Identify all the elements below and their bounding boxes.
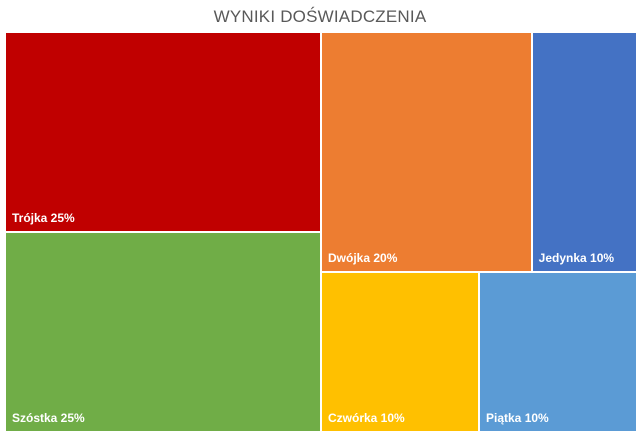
tile-label-szostka: Szóstka 25% <box>12 411 85 425</box>
tile-czworka: Czwórka 10% <box>321 272 479 432</box>
chart-title: WYNIKI DOŚWIADCZENIA <box>213 7 427 26</box>
tile-szostka: Szóstka 25% <box>5 232 321 432</box>
tile-dwojka: Dwójka 20% <box>321 32 532 272</box>
tile-label-trojka: Trójka 25% <box>12 211 75 225</box>
tile-label-jedynka: Jedynka 10% <box>538 251 615 265</box>
tile-trojka: Trójka 25% <box>5 32 321 232</box>
tile-piatka: Piątka 10% <box>479 272 637 432</box>
tile-label-dwojka: Dwójka 20% <box>328 251 398 265</box>
tile-label-piatka: Piątka 10% <box>486 411 549 425</box>
tile-jedynka: Jedynka 10% <box>531 32 637 272</box>
tile-label-czworka: Czwórka 10% <box>328 411 405 425</box>
